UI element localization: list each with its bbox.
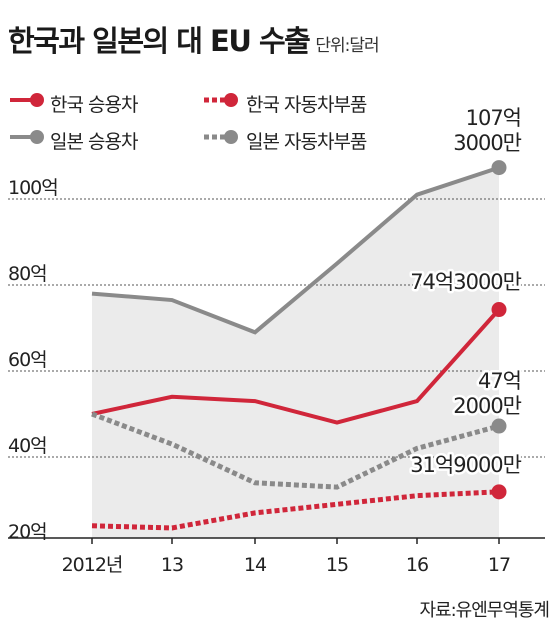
end-value-label: 74억3000만 [410, 270, 521, 294]
series-end-marker [491, 484, 507, 500]
series-line [91, 165, 500, 335]
x-tick-label: 17 [488, 554, 510, 576]
x-tick-label: 16 [406, 554, 428, 576]
legend-swatch-dot [224, 93, 238, 107]
series-line [91, 489, 500, 531]
legend-korea-car: 한국 승용차 [50, 90, 138, 117]
series-end-marker [491, 418, 507, 434]
legend-japan-car: 일본 승용차 [50, 127, 138, 154]
unit-label: 단위:달러 [315, 36, 379, 56]
end-value-label: 3000만 [453, 131, 521, 155]
x-tick-label: 15 [326, 554, 348, 576]
series-end-marker [491, 302, 507, 318]
x-tick-label: 13 [161, 554, 183, 576]
series-line [91, 411, 500, 490]
legend-label: 한국 자동차부품 [246, 94, 367, 116]
shaded-area [92, 167, 499, 539]
legend-japan-parts: 일본 자동차부품 [246, 127, 367, 154]
y-tick-label: 100억 [8, 177, 58, 199]
legend-korea-parts: 한국 자동차부품 [246, 90, 367, 117]
legend-swatch-dot [30, 93, 44, 107]
x-tick-label: 2012년 [62, 554, 123, 576]
end-value-label: 107억 [466, 106, 521, 130]
title-text: 한국과 일본의 대 EU 수출 [8, 24, 311, 58]
end-value-label: 2000만 [453, 394, 521, 418]
y-tick-label: 60억 [8, 349, 47, 371]
source-note: 자료:유엔무역통계 [419, 600, 550, 621]
legend-swatch-dot [224, 130, 238, 144]
end-value-label: 47억 [478, 369, 521, 393]
chart-title: 한국과 일본의 대 EU 수출 단위:달러 [8, 18, 380, 60]
legend-label: 일본 승용차 [50, 131, 138, 153]
end-value-label: 31억9000만 [410, 453, 521, 477]
x-tick-label: 14 [244, 554, 267, 576]
legend-label: 일본 자동차부품 [246, 131, 367, 153]
series-end-marker [491, 160, 507, 176]
legend-swatch-dot [30, 130, 44, 144]
y-tick-label: 20억 [8, 521, 47, 543]
legend-label: 한국 승용차 [50, 94, 138, 116]
series-line [91, 308, 501, 425]
y-tick-label: 40억 [8, 435, 47, 457]
y-tick-label: 80억 [8, 263, 47, 285]
